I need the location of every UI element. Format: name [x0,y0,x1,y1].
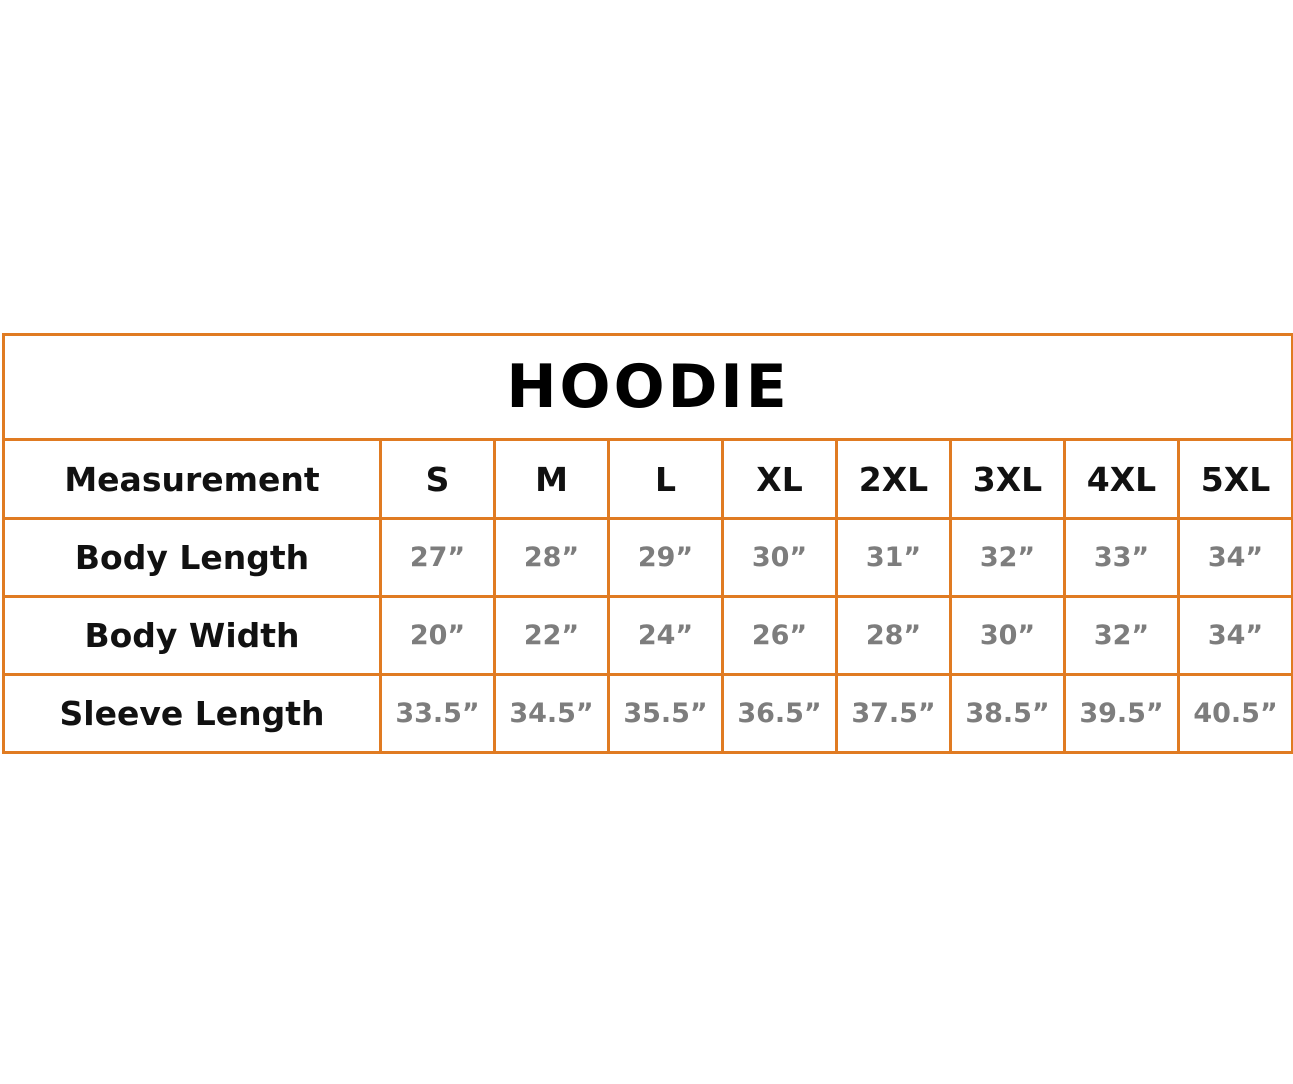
cell: 24” [607,595,724,676]
cell: 26” [721,595,838,676]
cell: 31” [835,517,952,598]
cell: 22” [493,595,610,676]
cell: 3XL [949,438,1066,520]
cell: 5XL [1176,438,1293,520]
cell: 34” [1176,595,1293,676]
cell: 28” [835,595,952,676]
cell: 2XL [835,438,952,520]
cell: L [607,438,724,520]
data-row: Body Width 20” 22” 24” 26” 28” 30” 32” 34” [2,595,1293,676]
cell: 35.5” [607,673,724,754]
table-title: HOODIE [1,333,1293,441]
data-row: Sleeve Length 33.5” 34.5” 35.5” 36.5” 37.5” 38… [2,673,1293,754]
cell: 34.5” [493,673,610,754]
cell: 27” [379,517,496,598]
cell: 39.5” [1063,673,1180,754]
cell: 33” [1063,517,1180,598]
header-row: Measurement S M L XL 2XL 3XL 4XL 5XL [2,438,1293,520]
cell: 30” [721,517,838,598]
cell: 30” [949,595,1066,676]
row-label: Sleeve Length [2,673,382,754]
cell: 20” [379,595,496,676]
cell: XL [721,438,838,520]
row-label: Body Length [2,517,382,598]
cell: 36.5” [721,673,838,754]
cell: 40.5” [1176,673,1293,754]
cell: 38.5” [949,673,1066,754]
row-label: Measurement [2,438,382,520]
data-row: Body Length 27” 28” 29” 30” 31” 32” 33” 34” [2,517,1293,598]
cell: 32” [1063,595,1180,676]
cell: 33.5” [379,673,496,754]
cell: 28” [493,517,610,598]
cell: 32” [949,517,1066,598]
cell: 34” [1176,517,1293,598]
cell: 37.5” [835,673,952,754]
row-label: Body Width [2,595,382,676]
cell: S [379,438,496,520]
cell: 4XL [1063,438,1180,520]
cell: M [493,438,610,520]
size-table: HOODIE Measurement S M L XL 2XL 3XL 4XL 5XL Body … [1,333,1293,754]
cell: 29” [607,517,724,598]
